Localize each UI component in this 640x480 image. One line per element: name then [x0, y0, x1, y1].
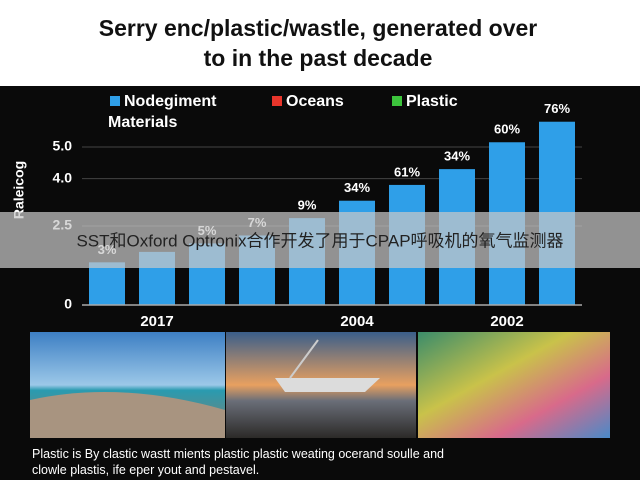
legend-label: Plastic Materials [108, 93, 458, 131]
x-tick-label: 2004 [340, 313, 374, 330]
legend-swatch [392, 96, 402, 106]
banner-bg [0, 212, 640, 268]
legend-label: Oceans [286, 93, 344, 110]
bar [89, 262, 125, 305]
photo-trash [30, 392, 225, 438]
title-area [0, 0, 640, 86]
chart-title: Serry enc/plastic/wastle, generated over… [99, 15, 538, 71]
legend-swatch [272, 96, 282, 106]
bar-label: 60% [494, 122, 520, 137]
y-axis-label: Raleicog [11, 161, 27, 219]
bar-label: 34% [444, 149, 470, 164]
legend-swatch [110, 96, 120, 106]
y-tick-label: 4.0 [53, 169, 73, 185]
caption: Plastic is By clastic wastt mients plast… [32, 447, 444, 477]
bar-label: 76% [544, 101, 570, 116]
bar-label: 34% [344, 180, 370, 195]
photo-bottles [418, 332, 610, 438]
bar-label: 9% [298, 198, 317, 213]
photos [30, 332, 610, 438]
bar-label: 61% [394, 164, 420, 179]
legend-label: Nodegiment [124, 93, 217, 110]
x-tick-label: 2017 [140, 313, 173, 330]
y-tick-label: 0 [64, 296, 72, 312]
x-tick-label: 2002 [490, 313, 523, 330]
ship-crane [289, 339, 319, 379]
y-tick-label: 5.0 [53, 138, 73, 154]
ship-hull [275, 378, 380, 392]
banner: SST和Oxford Optronix合作开发了用于CPAP呼吸机的氧气监测器 [76, 231, 563, 250]
